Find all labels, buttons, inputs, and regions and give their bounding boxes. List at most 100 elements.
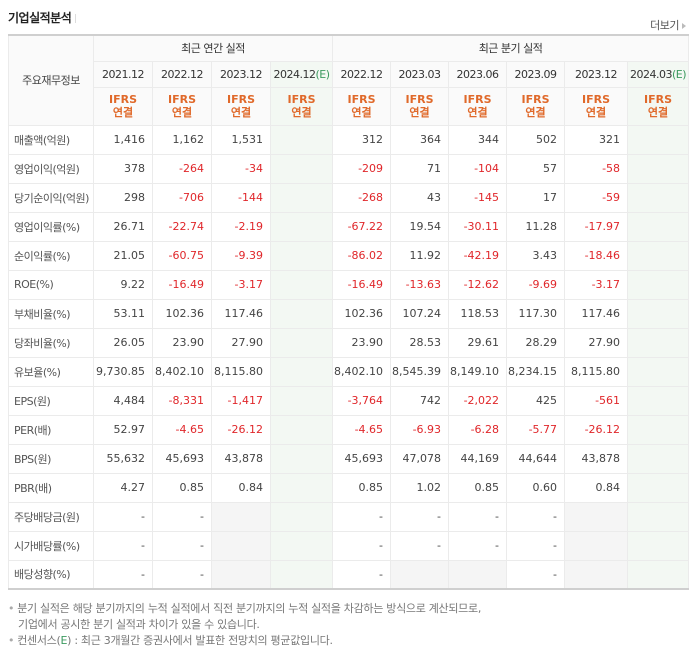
table-cell: -561 [564, 385, 629, 416]
table-cell: 17 [506, 182, 566, 213]
period-header: 2023.12 [564, 60, 629, 88]
table-cell: 55,632 [93, 443, 153, 474]
table-cell: 23.90 [152, 327, 212, 358]
table-cell: - [93, 559, 153, 590]
table-cell [627, 240, 690, 271]
table-row: 당좌비율(%) 26.05 23.90 27.90 23.90 28.53 29.61 28.… [8, 327, 690, 358]
table-cell: - [152, 501, 212, 532]
table-cell: 19.54 [390, 211, 450, 242]
table-row: 주당배당금(원) - - - - - - [8, 501, 690, 532]
table-cell: 27.90 [211, 327, 271, 358]
table-row: ROE(%) 9.22 -16.49 -3.17 -16.49 -13.63 -12.62-… [8, 269, 690, 300]
table-cell: 44,644 [506, 443, 566, 474]
group-quarterly: 최근 분기 실적 [332, 34, 690, 62]
table-cell [269, 211, 334, 242]
period-header: 2021.12 [93, 60, 153, 88]
table-cell: -2.19 [211, 211, 271, 242]
table-cell: -6.28 [448, 414, 508, 445]
table-cell [269, 124, 334, 155]
table-cell: - [332, 501, 392, 532]
table-cell [269, 356, 334, 387]
table-cell: 11.92 [390, 240, 450, 271]
table-cell: -6.93 [390, 414, 450, 445]
table-cell: - [93, 530, 153, 561]
table-cell [269, 240, 334, 271]
accounting-basis: IFRS 연결 [211, 86, 271, 126]
financial-summary-table: 주요재무정보 최근 연간 실적 최근 분기 실적 2021.12 2022.12 2… [8, 34, 690, 590]
row-label: BPS(원) [8, 443, 94, 474]
table-row: 당기순이익(억원) 298 -706 -144 -268 43 -145 17 -59 [8, 182, 690, 213]
table-cell: 3.43 [506, 240, 566, 271]
table-cell: - [506, 559, 566, 590]
period-header: 2023.03 [390, 60, 450, 88]
table-cell [627, 124, 690, 155]
table-cell: - [390, 530, 450, 561]
table-cell [627, 385, 690, 416]
table-cell: 1.02 [390, 472, 450, 503]
period-header: 2022.12 [332, 60, 392, 88]
table-cell: 8,545.39 [390, 356, 450, 387]
table-cell: 47,078 [390, 443, 450, 474]
table-cell [211, 501, 271, 532]
footnote-1: • 분기 실적은 해당 분기까지의 누적 실적에서 직전 분기까지의 누적 실적을… [8, 602, 482, 615]
table-cell: -60.75 [152, 240, 212, 271]
table-cell [269, 153, 334, 184]
more-link[interactable]: 더보기 [650, 17, 686, 33]
more-label: 더보기 [650, 19, 679, 32]
table-cell: 8,149.10 [448, 356, 508, 387]
table-cell [564, 530, 629, 561]
accounting-basis: IFRS 연결 [269, 86, 334, 126]
table-cell [269, 472, 334, 503]
table-cell: -706 [152, 182, 212, 213]
table-cell [627, 443, 690, 474]
table-row: 부채비율(%) 53.11 102.36 117.46 102.36 107.24 118.… [8, 298, 690, 329]
table-cell [269, 530, 334, 561]
table-cell: -34 [211, 153, 271, 184]
table-cell: 321 [564, 124, 629, 155]
table-cell: 742 [390, 385, 450, 416]
table-cell: 28.29 [506, 327, 566, 358]
row-label: 시가배당률(%) [8, 530, 94, 561]
table-cell: 378 [93, 153, 153, 184]
table-cell: 344 [448, 124, 508, 155]
table-cell: 0.84 [211, 472, 271, 503]
table-cell: -30.11 [448, 211, 508, 242]
footnotes: • 분기 실적은 해당 분기까지의 누적 실적에서 직전 분기까지의 누적 실적을… [8, 601, 481, 649]
table-cell: 364 [390, 124, 450, 155]
table-cell: -58 [564, 153, 629, 184]
row-label: 순이익률(%) [8, 240, 94, 271]
table-row: 순이익률(%) 21.05 -60.75 -9.39 -86.02 11.92 -42.19… [8, 240, 690, 271]
table-cell: 0.84 [564, 472, 629, 503]
table-cell: -9.69 [506, 269, 566, 300]
table-cell: 43,878 [211, 443, 271, 474]
row-label: ROE(%) [8, 269, 94, 300]
table-cell [564, 559, 629, 590]
accounting-basis: IFRS 연결 [506, 86, 566, 126]
table-cell: 43,878 [564, 443, 629, 474]
period-header: 2023.06 [448, 60, 508, 88]
table-cell: - [152, 530, 212, 561]
table-cell: 45,693 [152, 443, 212, 474]
table-cell [269, 269, 334, 300]
table-cell: 11.28 [506, 211, 566, 242]
table-cell [627, 414, 690, 445]
table-cell [627, 472, 690, 503]
table-cell: 9.22 [93, 269, 153, 300]
table-cell: 312 [332, 124, 392, 155]
table-row: 유보율(%) 9,730.85 8,402.10 8,115.80 8,402.10 8,… [8, 356, 690, 387]
arrow-right-icon [682, 23, 686, 29]
table-cell [627, 211, 690, 242]
table-cell: 8,115.80 [211, 356, 271, 387]
table-cell: -3,764 [332, 385, 392, 416]
table-cell: 0.85 [448, 472, 508, 503]
table-row: 배당성향(%) - - - - [8, 559, 690, 590]
table-cell: 21.05 [93, 240, 153, 271]
table-cell: 0.85 [152, 472, 212, 503]
table-cell: 425 [506, 385, 566, 416]
table-cell [269, 385, 334, 416]
table-cell: 43 [390, 182, 450, 213]
table-cell: 26.05 [93, 327, 153, 358]
table-cell: 8,402.10 [152, 356, 212, 387]
table-cell: -2,022 [448, 385, 508, 416]
table-row: 시가배당률(%) - - - - - - [8, 530, 690, 561]
